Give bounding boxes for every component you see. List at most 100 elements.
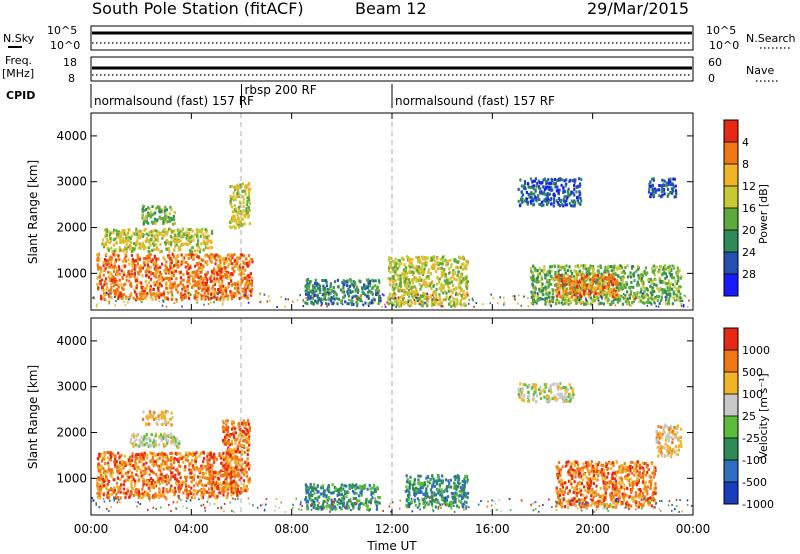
data-cell <box>195 228 198 232</box>
data-cell <box>667 181 670 185</box>
data-cell <box>168 489 171 493</box>
data-cell <box>667 178 671 182</box>
data-cell <box>461 279 464 283</box>
data-cell <box>144 261 147 265</box>
colorbar-swatch <box>724 208 738 231</box>
noise-cell <box>460 302 462 305</box>
noise-cell <box>91 296 94 299</box>
data-cell <box>138 256 141 260</box>
data-cell <box>177 232 180 236</box>
cpid-segment-label: rbsp 200 RF <box>245 83 317 97</box>
data-cell <box>415 265 418 268</box>
data-cell <box>150 452 153 455</box>
data-cell <box>436 282 439 286</box>
data-cell <box>447 289 450 293</box>
data-cell <box>111 249 114 253</box>
data-cell <box>181 298 184 302</box>
data-cell <box>132 259 136 263</box>
data-cell <box>188 452 191 456</box>
data-cell <box>184 483 187 487</box>
data-cell <box>117 265 121 269</box>
data-cell <box>231 262 234 266</box>
data-cell <box>164 297 167 301</box>
data-cell <box>154 283 157 287</box>
data-cell <box>571 179 574 183</box>
data-cell <box>405 282 408 286</box>
data-cell <box>158 215 161 219</box>
data-cell <box>113 254 116 258</box>
data-cell <box>656 270 660 274</box>
data-cell <box>183 468 186 472</box>
data-cell <box>145 232 148 236</box>
data-cell <box>422 269 426 273</box>
data-cell <box>674 279 677 283</box>
data-cell <box>182 285 185 289</box>
data-cell <box>306 278 310 281</box>
data-cell <box>171 489 174 493</box>
data-cell <box>126 492 129 496</box>
data-cell <box>560 273 564 277</box>
data-cell <box>595 295 598 299</box>
noise-cell <box>503 301 505 304</box>
data-cell <box>304 301 307 305</box>
data-cell <box>193 296 196 300</box>
data-cell <box>147 246 150 250</box>
data-cell <box>117 471 120 475</box>
noise-cell <box>124 304 127 307</box>
data-cell <box>557 178 560 182</box>
data-cell <box>443 267 446 271</box>
data-cell <box>125 242 128 246</box>
data-cell <box>105 237 108 241</box>
data-cell <box>454 302 457 306</box>
data-cell <box>178 457 181 461</box>
data-cell <box>660 295 663 299</box>
data-cell <box>420 278 423 282</box>
data-cell <box>419 271 423 275</box>
data-cell <box>668 284 671 288</box>
data-cell <box>605 294 608 298</box>
data-cell <box>396 267 399 271</box>
data-cell <box>629 293 632 297</box>
data-cell <box>209 465 212 469</box>
data-cell <box>440 266 443 270</box>
data-cell <box>230 197 233 201</box>
data-cell <box>120 471 123 475</box>
data-cell <box>103 293 106 297</box>
data-cell <box>666 282 669 285</box>
data-cell <box>664 265 667 269</box>
data-cell <box>145 493 148 496</box>
data-cell <box>409 299 412 303</box>
data-cell <box>422 257 425 261</box>
data-cell <box>679 276 682 280</box>
data-cell <box>209 279 212 283</box>
data-cell <box>411 257 414 261</box>
data-cell <box>210 256 213 260</box>
noise-cell <box>623 293 625 296</box>
noise-cell <box>386 301 388 304</box>
data-cell <box>250 257 254 261</box>
data-cell <box>215 253 218 257</box>
data-cell <box>127 238 130 242</box>
data-cell <box>241 182 244 186</box>
data-cell <box>137 256 140 260</box>
data-cell <box>624 266 627 269</box>
data-cell <box>458 255 461 259</box>
data-cell <box>100 297 103 301</box>
data-cell <box>196 235 199 239</box>
data-cell <box>237 224 240 227</box>
data-cell <box>418 272 421 275</box>
data-cell <box>436 256 439 260</box>
data-cell <box>221 279 224 283</box>
data-cell <box>215 487 218 491</box>
data-cell <box>116 485 119 489</box>
data-cell <box>370 299 373 303</box>
data-cell <box>342 289 345 293</box>
data-cell <box>652 193 655 197</box>
data-cell <box>563 273 566 277</box>
data-cell <box>558 294 561 298</box>
data-cell <box>388 292 391 296</box>
noise-cell <box>266 300 269 303</box>
data-cell <box>624 294 627 298</box>
data-cell <box>241 288 244 292</box>
data-cell <box>109 487 113 491</box>
